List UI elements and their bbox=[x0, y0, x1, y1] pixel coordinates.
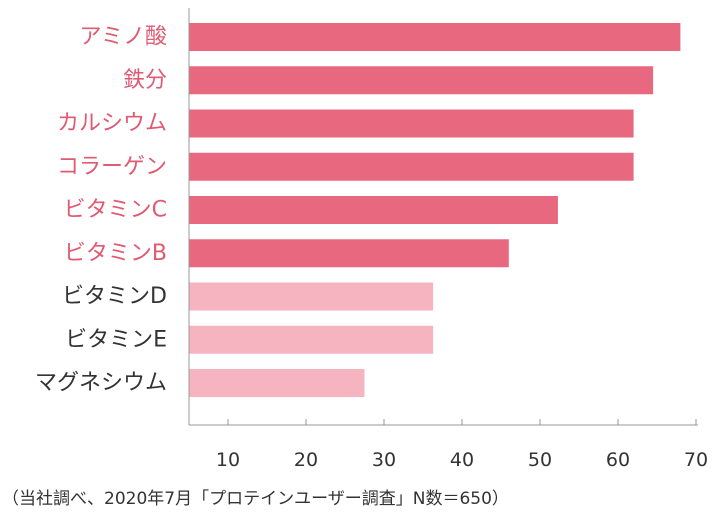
bar-5 bbox=[189, 196, 558, 224]
category-label-8: ビタミンE bbox=[65, 327, 167, 352]
category-label-1: アミノ酸 bbox=[79, 25, 167, 50]
category-label-5: ビタミンC bbox=[64, 198, 167, 223]
bar-2 bbox=[189, 66, 654, 95]
x-tick-label-40: 40 bbox=[450, 449, 474, 471]
bar-8 bbox=[189, 325, 434, 354]
x-tick-label-10: 10 bbox=[216, 449, 240, 471]
category-label-3: カルシウム bbox=[57, 111, 167, 136]
category-label-7: ビタミンD bbox=[62, 284, 167, 309]
bar-1 bbox=[189, 23, 681, 51]
bar-3 bbox=[189, 109, 634, 138]
bar-4 bbox=[189, 152, 634, 181]
category-label-4: コラーゲン bbox=[57, 154, 167, 179]
bar-7 bbox=[189, 282, 434, 311]
x-tick-label-30: 30 bbox=[372, 449, 396, 471]
footnote: （当社調べ、2020年7月「プロテインユーザー調査」N数＝650） bbox=[2, 489, 509, 509]
category-label-9: マグネシウム bbox=[35, 371, 167, 396]
category-label-6: ビタミンB bbox=[64, 241, 167, 266]
x-tick-label-20: 20 bbox=[294, 449, 318, 471]
x-tick-label-60: 60 bbox=[606, 449, 630, 471]
x-tick-label-70: 70 bbox=[684, 449, 708, 471]
x-tick-label-50: 50 bbox=[528, 449, 552, 471]
category-label-2: 鉄分 bbox=[123, 68, 167, 93]
bar-6 bbox=[189, 239, 509, 268]
bar-9 bbox=[189, 369, 365, 397]
